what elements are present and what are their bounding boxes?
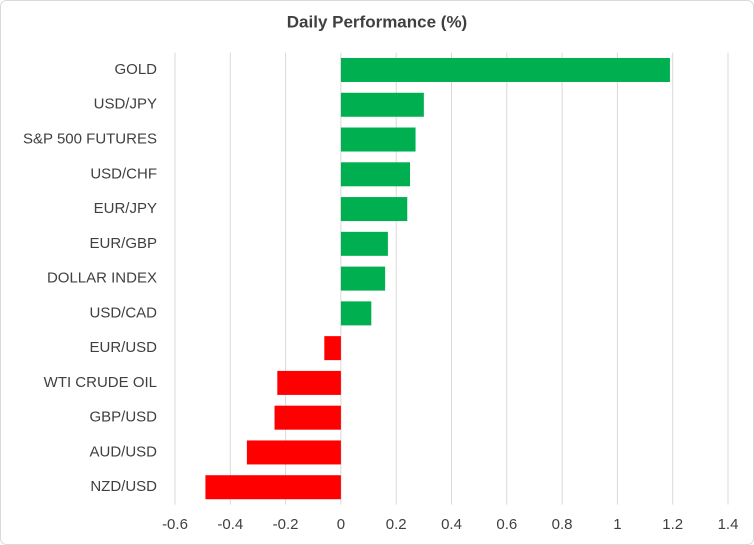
x-tick-label: 0 [337,516,345,533]
bar [205,475,341,500]
y-tick-label: USD/CHF [90,165,157,182]
bar [246,440,341,465]
x-tick-label: 1.4 [718,516,739,533]
bar [340,231,388,256]
x-tick-label: 0.2 [386,516,407,533]
y-tick-label: AUD/USD [89,443,157,460]
y-tick-label: EUR/USD [89,339,157,356]
x-tick-label: 0.6 [496,516,517,533]
bar [340,301,372,326]
x-tick-label: 1.2 [662,516,683,533]
y-tick-label: USD/JPY [94,96,157,113]
y-tick-label: WTI CRUDE OIL [44,374,157,391]
x-tick-label: 0.4 [441,516,462,533]
bar [340,127,416,152]
bar [340,266,386,291]
chart-title: Daily Performance (%) [287,12,467,31]
bar [277,370,341,395]
x-tick-label: -0.6 [162,516,188,533]
y-tick-label: S&P 500 FUTURES [23,130,157,147]
y-tick-label: NZD/USD [90,478,157,495]
bar [340,162,411,187]
bar [324,336,341,361]
bar [274,405,341,430]
bar [340,197,408,222]
x-tick-label: -0.2 [273,516,299,533]
y-tick-label: USD/CAD [89,304,157,321]
x-tick-label: 1 [613,516,621,533]
x-tick-label: -0.4 [217,516,243,533]
y-tick-label: GOLD [114,61,157,78]
bar [340,57,670,82]
y-tick-label: DOLLAR INDEX [47,270,157,287]
y-tick-label: EUR/GBP [89,235,157,252]
y-tick-label: GBP/USD [89,409,157,426]
bar [340,92,424,117]
y-tick-label: EUR/JPY [94,200,157,217]
x-tick-label: 0.8 [552,516,573,533]
